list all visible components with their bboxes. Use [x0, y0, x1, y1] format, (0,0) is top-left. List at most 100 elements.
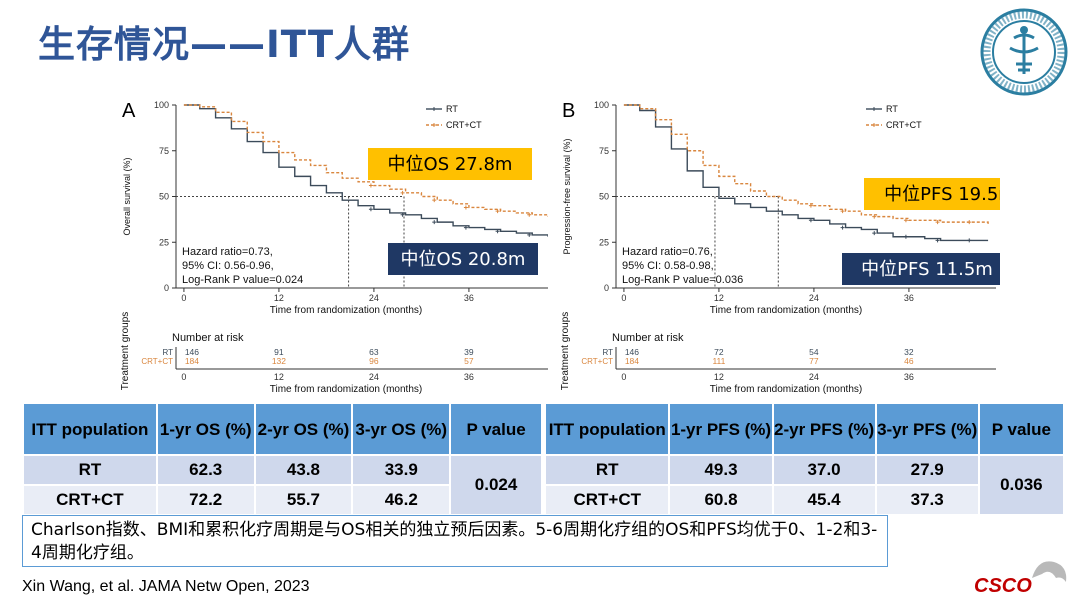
table-row: RT 62.3 43.8 33.9 0.024	[22, 454, 543, 516]
censor-mark	[808, 203, 813, 208]
censor-mark	[527, 212, 532, 217]
censor-mark	[872, 231, 877, 236]
censor-mark	[840, 209, 845, 214]
risk-x-tick-label: 0	[181, 372, 186, 382]
risk-table-side-label: Treatment groups	[560, 312, 571, 391]
median-label-box	[368, 148, 532, 180]
table-header: 2-yr OS (%)	[253, 402, 354, 456]
risk-x-axis-label: Time from randomization (months)	[710, 384, 862, 395]
censor-mark	[527, 232, 532, 237]
censor-mark	[872, 214, 877, 219]
table-cell: 55.7	[253, 484, 354, 516]
legend-marker	[432, 107, 436, 111]
y-tick-label: 75	[159, 146, 169, 156]
row-label: RT	[22, 454, 158, 486]
y-tick-label: 100	[594, 100, 609, 110]
legend-label: RT	[446, 104, 458, 114]
conclusion-note: Charlson指数、BMI和累积化疗周期是与OS相关的独立预后因素。5-6周期…	[22, 515, 888, 567]
slide-title: 生存情况——ITT人群	[38, 23, 411, 66]
median-label-box	[388, 243, 538, 275]
risk-table-side-label: Treatment groups	[120, 312, 131, 391]
legend-marker	[872, 107, 876, 111]
y-tick-label: 0	[164, 283, 169, 293]
km-panel-b: B 0 25 50 75 100 0 12 24 36 Time from randomizatio…	[548, 95, 1000, 400]
table-header: 1-yr OS (%)	[155, 402, 256, 456]
risk-row-label: CRT+CT	[581, 357, 613, 366]
median-label-text: 中位OS 20.8m	[401, 249, 526, 270]
table-row: CRT+CT 60.8 45.4 37.3	[543, 484, 1064, 516]
censor-mark	[840, 225, 845, 230]
legend-label: CRT+CT	[446, 120, 482, 130]
legend-marker	[872, 123, 876, 127]
y-tick-label: 25	[599, 237, 609, 247]
csco-logo: CSCO	[974, 561, 1067, 597]
y-tick-label: 0	[604, 283, 609, 293]
risk-count: 77	[809, 356, 819, 366]
series-line-0	[623, 104, 989, 242]
series-line-0	[183, 104, 549, 237]
risk-x-tick-label: 12	[274, 372, 284, 382]
risk-row-label: CRT+CT	[141, 357, 173, 366]
risk-x-tick-label: 24	[369, 372, 379, 382]
table-header: 1-yr PFS (%)	[668, 402, 774, 456]
censor-mark	[967, 220, 972, 225]
table-cell: 49.3	[668, 454, 774, 486]
censor-mark	[967, 238, 972, 243]
table-row: CRT+CT 72.2 55.7 46.2	[22, 484, 542, 516]
table-cell: 33.9	[351, 454, 452, 486]
censor-mark	[368, 183, 373, 188]
risk-x-tick-label: 12	[714, 372, 724, 382]
censor-mark	[463, 225, 468, 230]
x-axis-label: Time from randomization (months)	[710, 305, 862, 316]
risk-count: 57	[464, 356, 474, 366]
censor-mark	[495, 209, 500, 214]
table-cell: 45.4	[771, 484, 877, 516]
table-cell: 37.3	[874, 484, 980, 516]
series-line-1	[183, 104, 549, 217]
x-tick-label: 0	[621, 293, 626, 303]
km-chart-os: A 0 25 50 75 100 0 12 24 36 Time from randomizatio…	[120, 100, 556, 395]
risk-count: 32	[904, 347, 914, 357]
risk-row-label: RT	[162, 348, 173, 357]
median-label-text: 中位PFS 11.5m	[861, 259, 993, 280]
median-label-box	[864, 178, 1000, 210]
censor-mark	[400, 212, 405, 217]
risk-table-title: Number at risk	[612, 332, 684, 344]
risk-x-tick-label: 0	[621, 372, 626, 382]
x-tick-label: 12	[714, 293, 724, 303]
x-tick-label: 24	[369, 293, 379, 303]
risk-x-tick-label: 24	[809, 372, 819, 382]
row-label: CRT+CT	[543, 484, 671, 516]
row-label: RT	[543, 454, 671, 486]
y-axis-label: Progression-free survival (%)	[562, 138, 572, 254]
risk-count: 146	[185, 347, 199, 357]
km-panel-a: A 0 25 50 75 100 0 12 24 36 Time from randomizatio…	[108, 95, 560, 400]
table-cell: 62.3	[155, 454, 256, 486]
censor-mark	[432, 220, 437, 225]
hazard-ratio-text: Log-Rank P value=0.036	[622, 274, 743, 286]
table-cell: 72.2	[155, 484, 256, 516]
table-header: 3-yr OS (%)	[351, 402, 452, 456]
risk-x-tick-label: 36	[464, 372, 474, 382]
p-value-cell: 0.036	[977, 454, 1066, 516]
table-cell: 43.8	[253, 454, 354, 486]
table-cell: 60.8	[668, 484, 774, 516]
risk-count: 184	[185, 356, 199, 366]
x-tick-label: 36	[904, 293, 914, 303]
x-tick-label: 24	[809, 293, 819, 303]
median-label-box	[842, 253, 1000, 285]
censor-mark	[935, 220, 940, 225]
risk-count: 54	[809, 347, 819, 357]
risk-count: 91	[274, 347, 284, 357]
p-value-cell: 0.024	[449, 454, 543, 516]
row-label: CRT+CT	[22, 484, 158, 516]
risk-x-tick-label: 36	[904, 372, 914, 382]
risk-count: 39	[464, 347, 474, 357]
median-label-text: 中位PFS 19.5m	[884, 184, 1000, 205]
table-header-row: ITT population 1-yr PFS (%) 2-yr PFS (%)…	[543, 402, 1066, 456]
risk-count: 184	[625, 356, 639, 366]
table-header: P value	[977, 402, 1066, 456]
censor-mark	[432, 198, 437, 203]
citation: Xin Wang, et al. JAMA Netw Open, 2023	[22, 578, 310, 595]
censor-mark	[400, 190, 405, 195]
